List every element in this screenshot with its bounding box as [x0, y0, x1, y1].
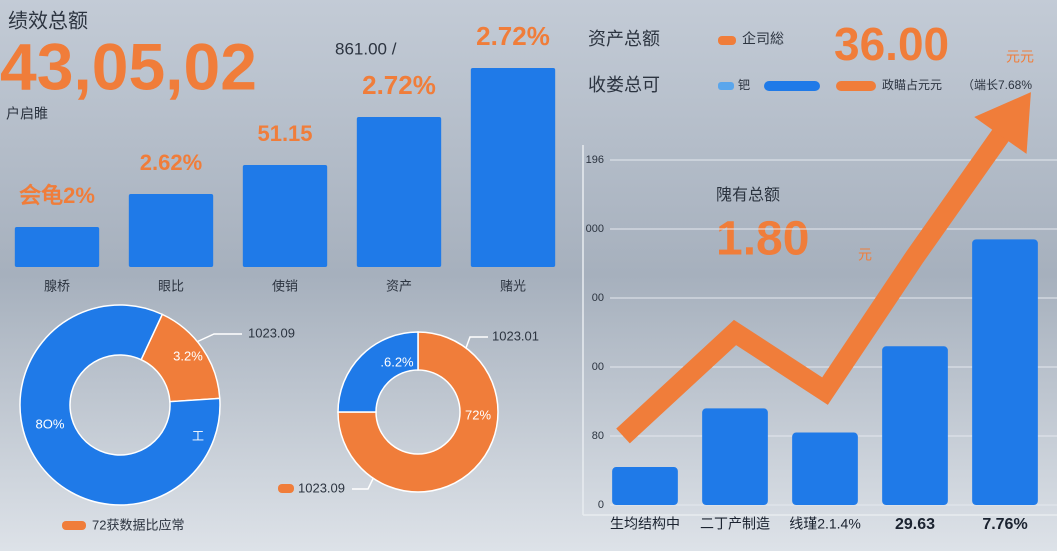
bar: [792, 432, 858, 505]
donut-slice: [19, 304, 221, 506]
bar-label: 51.15: [257, 121, 312, 146]
annotation-value: 1.80: [716, 213, 809, 266]
bar: [470, 68, 556, 267]
bar: [128, 194, 214, 267]
legend-label: 钯: [738, 78, 750, 92]
slice-label: 72%: [465, 407, 491, 422]
bar-label: 2.72%: [476, 21, 550, 51]
x-tick-label: 生均结构中: [610, 516, 680, 532]
legend-swatch: [764, 81, 820, 91]
legend-swatch: [278, 484, 294, 493]
slice-label: 8O%: [36, 416, 65, 431]
legend-swatch: [836, 81, 876, 91]
bar: [972, 239, 1038, 505]
y-tick-label: 196: [586, 154, 604, 166]
slice-label: 工: [192, 429, 204, 443]
donut-slice: [337, 331, 499, 493]
bar-label: 2.72%: [362, 70, 436, 100]
bar: [356, 117, 442, 267]
legend-label: 72获数据比应常: [92, 517, 184, 532]
legend-swatch: [718, 82, 734, 90]
bar-label: 2.62%: [140, 150, 202, 175]
bar-label: 会龟2%: [19, 183, 95, 208]
trend-line: [616, 123, 1014, 444]
legend-swatch: [718, 36, 736, 45]
x-tick-label: 使销: [272, 278, 298, 293]
x-tick-label: 眼比: [158, 278, 184, 293]
big-number: 36.00: [834, 18, 949, 70]
y-tick-label: 00: [592, 292, 604, 304]
x-tick-label: 7.76%: [982, 516, 1027, 533]
note: 861.00 /: [335, 39, 397, 58]
label: 资产总额: [588, 29, 660, 49]
y-tick-label: 0: [598, 499, 604, 511]
legend-label: 政瞄占元元: [882, 77, 942, 92]
callout: 1023.09: [298, 480, 345, 495]
unit: 元元: [1006, 49, 1034, 65]
slice-label: 3.2%: [173, 348, 203, 363]
legend-label: 企司総: [742, 31, 784, 47]
x-tick-label: 二丁产制造: [700, 516, 770, 532]
donut-slice: [337, 331, 419, 413]
bar: [702, 408, 768, 505]
annotation-unit: 元: [858, 247, 872, 263]
annotation-title: 隗有总额: [716, 186, 780, 204]
x-tick-label: 资产: [386, 278, 412, 293]
sub-label: 户启睢: [6, 106, 48, 122]
legend-swatch: [62, 521, 86, 530]
x-tick-label: 赌光: [500, 278, 526, 293]
x-tick-label: 腺桥: [44, 278, 70, 293]
bar: [882, 346, 948, 505]
y-tick-label: 000: [586, 223, 604, 235]
label: 收娄总可: [588, 75, 660, 95]
big-number: 43,05,02: [0, 29, 257, 103]
callout: 1023.01: [492, 328, 539, 343]
x-tick-label: 29.63: [895, 516, 935, 533]
trend-arrowhead: [974, 92, 1031, 154]
legend-label: （端长7.68%: [962, 78, 1032, 92]
bar: [612, 467, 678, 505]
callout: 1023.09: [248, 325, 295, 340]
y-tick-label: 80: [592, 430, 604, 442]
bar: [14, 227, 100, 267]
slice-label: .6.2%: [380, 354, 414, 369]
y-tick-label: 00: [592, 361, 604, 373]
title: 绩效总额: [8, 9, 88, 32]
bar: [242, 165, 328, 267]
x-tick-label: 线瑾2.1.4%: [789, 516, 861, 532]
